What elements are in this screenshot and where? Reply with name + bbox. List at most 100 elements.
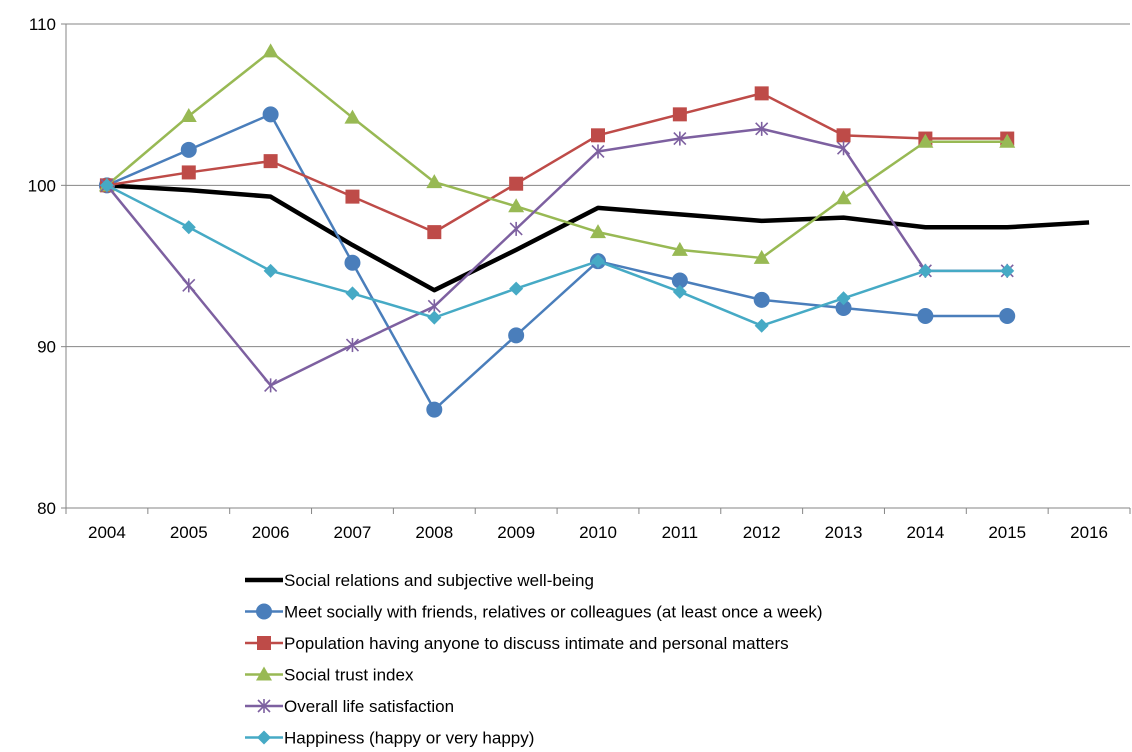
series-line	[105, 127, 1008, 387]
legend-entry-5: Happiness (happy or very happy)	[245, 729, 534, 748]
legend-entry-0: Social relations and subjective well-bei…	[245, 571, 594, 590]
x-tick-label: 2009	[497, 523, 535, 542]
x-tick-label: 2006	[252, 523, 290, 542]
series-line	[106, 113, 1008, 411]
data-point	[999, 308, 1016, 325]
legend-label: Happiness (happy or very happy)	[284, 729, 534, 748]
legend-entry-1: Meet socially with friends, relatives or…	[245, 603, 823, 622]
legend-marker	[257, 730, 271, 745]
series-layer	[98, 43, 1090, 418]
x-tick-label: 2014	[906, 523, 944, 542]
data-point	[590, 224, 606, 239]
data-point	[427, 225, 442, 240]
axes	[65, 24, 1130, 509]
data-point	[182, 278, 196, 293]
data-point	[181, 220, 196, 235]
legend-marker	[256, 603, 272, 620]
data-point	[673, 131, 687, 146]
data-point	[917, 133, 934, 148]
data-point	[835, 190, 852, 205]
legend-label: Population having anyone to discuss inti…	[284, 634, 789, 653]
data-point	[345, 286, 360, 301]
data-point	[1000, 263, 1015, 278]
x-tick-label: 2005	[170, 523, 208, 542]
data-point	[672, 284, 687, 299]
legend-label: Meet socially with friends, relatives or…	[284, 603, 823, 622]
data-point	[262, 43, 279, 58]
gridlines	[66, 23, 1130, 348]
data-point	[263, 154, 278, 169]
legend-marker	[256, 666, 272, 681]
x-tick-label: 2011	[662, 523, 699, 542]
data-point	[344, 254, 361, 271]
data-point	[508, 198, 525, 213]
data-point	[181, 165, 196, 180]
data-point	[918, 263, 933, 278]
data-point	[426, 401, 443, 418]
series-3	[98, 43, 1016, 264]
data-point	[836, 291, 851, 306]
series-line	[106, 50, 1008, 260]
legend: Social relations and subjective well-bei…	[245, 571, 823, 748]
data-point	[753, 249, 770, 264]
x-axis-ticks: 2004 2005 2006 2007 2008 2009 2010 2011 2012 2013…	[65, 508, 1131, 542]
data-point	[755, 121, 769, 136]
data-point	[262, 106, 279, 123]
x-tick-label: 2015	[988, 523, 1026, 542]
data-point	[426, 174, 443, 189]
x-tick-label: 2013	[825, 523, 863, 542]
data-point	[264, 378, 278, 393]
data-point	[509, 176, 524, 191]
data-point	[999, 133, 1016, 148]
y-tick-label: 80	[37, 499, 56, 518]
data-point	[508, 327, 525, 344]
series-2	[99, 86, 1015, 240]
data-point	[263, 263, 278, 278]
data-point	[753, 291, 770, 308]
series-line	[106, 183, 1090, 293]
data-point	[591, 144, 605, 159]
series-1	[98, 106, 1016, 418]
data-point	[509, 221, 523, 236]
x-tick-label: 2007	[334, 523, 372, 542]
series-5	[99, 178, 1015, 333]
legend-marker	[257, 699, 271, 713]
series-line	[106, 184, 1008, 327]
data-point	[836, 128, 851, 143]
data-point	[672, 107, 687, 122]
legend-label: Social trust index	[284, 666, 414, 685]
x-tick-label: 2016	[1070, 523, 1108, 542]
y-axis-ticks: 80 90 100 110	[28, 15, 66, 518]
data-point	[754, 318, 769, 333]
data-point	[836, 141, 851, 156]
legend-entry-2: Population having anyone to discuss inti…	[245, 634, 789, 653]
y-tick-label: 100	[28, 176, 56, 195]
data-point	[427, 310, 442, 325]
data-point	[591, 254, 605, 269]
data-point	[754, 86, 769, 101]
legend-entry-4: Overall life satisfaction	[245, 697, 454, 716]
data-point	[591, 128, 605, 143]
legend-label: Overall life satisfaction	[284, 697, 454, 716]
data-point	[99, 178, 114, 193]
series-0	[106, 183, 1090, 293]
data-point	[509, 281, 524, 296]
data-point	[345, 189, 360, 204]
legend-marker	[257, 636, 271, 650]
data-point	[344, 109, 361, 124]
y-tick-label: 110	[29, 15, 56, 34]
data-point	[180, 107, 197, 122]
y-tick-label: 90	[37, 338, 56, 357]
legend-label: Social relations and subjective well-bei…	[284, 571, 594, 590]
legend-entry-3: Social trust index	[245, 666, 414, 685]
x-tick-label: 2010	[579, 523, 617, 542]
series-4	[100, 121, 1014, 393]
data-point	[671, 241, 688, 256]
x-tick-label: 2012	[743, 523, 781, 542]
x-tick-label: 2004	[88, 523, 126, 542]
data-point	[917, 308, 934, 325]
data-point	[345, 338, 360, 353]
series-line	[106, 92, 1008, 234]
x-tick-label: 2008	[415, 523, 453, 542]
